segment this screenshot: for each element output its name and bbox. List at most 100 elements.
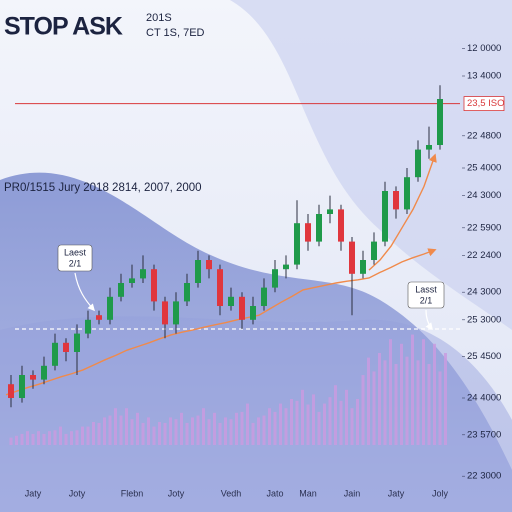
candle-body xyxy=(151,269,157,302)
candle-body xyxy=(195,260,201,283)
annotation-text: 2/1 xyxy=(420,295,433,305)
annotation-title: Laest xyxy=(64,247,87,257)
y-tick-label: 22 3000 xyxy=(467,471,501,482)
volume-bar xyxy=(438,371,442,445)
y-tick-label: 22 2400 xyxy=(467,250,501,261)
plot xyxy=(5,48,465,477)
x-tick-label: Flebn xyxy=(121,488,144,498)
annotation-box xyxy=(57,244,93,272)
volume-bar xyxy=(246,403,249,445)
x-tick-label: Man xyxy=(299,488,317,498)
volume-bar xyxy=(433,343,436,445)
y-tick-label: 24 4000 xyxy=(467,393,501,404)
volume-bar xyxy=(218,422,222,445)
volume-bar xyxy=(279,403,282,445)
annotation-arrow xyxy=(425,309,433,331)
background-wave xyxy=(230,0,512,330)
volume-bar xyxy=(169,417,172,445)
candle-body xyxy=(283,264,289,270)
volume-bar xyxy=(235,412,238,445)
volume-bar xyxy=(262,415,266,445)
candle-body xyxy=(371,241,377,260)
volume-bar xyxy=(31,433,35,445)
volume-bar xyxy=(196,415,200,445)
volume-bar xyxy=(86,426,90,445)
volume-bar xyxy=(328,397,332,445)
volume-bar xyxy=(114,408,117,445)
x-tick-label: Jaty xyxy=(25,488,42,498)
volume-bar xyxy=(251,422,255,445)
volume-bar xyxy=(295,400,299,445)
volume-bar xyxy=(202,408,205,445)
candle-body xyxy=(118,283,124,297)
candle-body xyxy=(294,223,300,265)
volume-bar xyxy=(400,343,403,445)
volume-bar xyxy=(306,404,310,445)
volume-bar xyxy=(213,412,216,445)
candle-body xyxy=(63,342,69,352)
volume-bar xyxy=(147,417,150,445)
x-tick-label: Jaty xyxy=(388,488,405,498)
candle-body xyxy=(173,301,179,325)
candle-body xyxy=(140,269,146,279)
volume-bar xyxy=(97,422,101,445)
candle-body xyxy=(217,269,223,306)
volume-bar xyxy=(317,411,321,445)
volume-bar xyxy=(48,431,51,445)
caption: PR0/1515 Jury 2018 2814, 2007, 2000 xyxy=(4,182,202,194)
candle-body xyxy=(184,283,190,302)
candle-body xyxy=(206,260,212,270)
reference-label: 23,5 ISO xyxy=(467,98,505,109)
candle-body xyxy=(305,223,311,242)
volume-bar xyxy=(81,426,84,445)
x-tick-label: Jato xyxy=(266,488,283,498)
volume-bar xyxy=(59,426,62,445)
x-tick-label: Joly xyxy=(432,488,449,498)
volume-bar xyxy=(26,431,29,445)
volume-bar xyxy=(268,408,271,445)
candle-body xyxy=(382,191,388,242)
y-tick-label: 22 5900 xyxy=(467,222,501,233)
volume-bar xyxy=(312,394,315,445)
candle-body xyxy=(8,384,14,398)
candle-body xyxy=(404,177,410,210)
volume-bar xyxy=(75,430,79,445)
volume-bar xyxy=(444,353,447,445)
volume-bar xyxy=(224,417,227,445)
volume-bar xyxy=(240,411,244,445)
volume-bar xyxy=(191,417,194,445)
volume-bar xyxy=(284,408,288,445)
y-tick-label: 24 3000 xyxy=(467,190,501,201)
candle-body xyxy=(272,269,278,288)
volume-bar xyxy=(180,412,183,445)
y-tick-label: 25 4500 xyxy=(467,351,501,362)
candle-body xyxy=(316,214,322,242)
candle-body xyxy=(239,296,245,320)
y-tick-label: 12 0000 xyxy=(467,43,501,54)
volume-bar xyxy=(229,419,233,445)
x-tick-label: Joty xyxy=(69,488,86,498)
candle-body xyxy=(261,287,267,306)
x-tick-label: Jain xyxy=(344,488,361,498)
candle-body xyxy=(19,375,25,398)
candle-body xyxy=(360,260,366,274)
y-tick-label: 22 4800 xyxy=(467,130,501,141)
volume-bar xyxy=(9,437,13,445)
volume-bar xyxy=(207,419,211,445)
candle-body xyxy=(327,209,333,214)
volume-bar xyxy=(119,415,123,445)
volume-bar xyxy=(20,433,24,445)
volume-bar xyxy=(125,408,128,445)
volume-bar xyxy=(64,433,68,445)
candle-body xyxy=(96,315,102,320)
volume-bar xyxy=(334,385,337,445)
volume-bar xyxy=(323,403,326,445)
candle-body xyxy=(85,319,91,334)
candle-body xyxy=(41,365,47,380)
volume-bar xyxy=(163,422,167,445)
volume-bar xyxy=(103,417,106,445)
candle-body xyxy=(426,145,432,150)
x-tick-label: Joty xyxy=(168,488,185,498)
volume-bar xyxy=(290,399,293,445)
